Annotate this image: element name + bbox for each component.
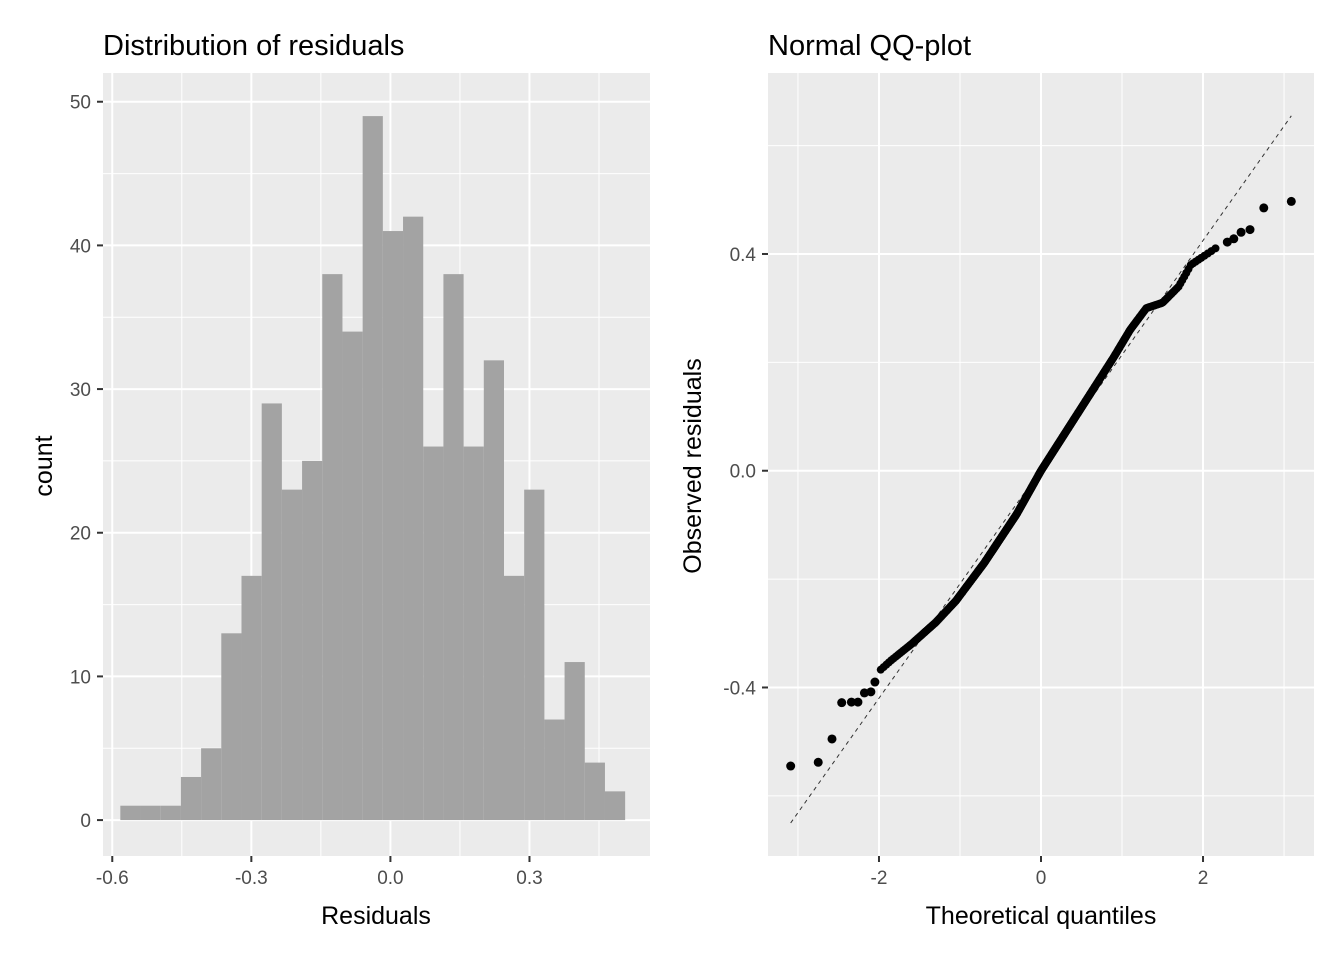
histogram-bar [362, 116, 383, 821]
qq-point [1236, 227, 1246, 237]
qq-point [1286, 196, 1296, 206]
histogram-bar [261, 403, 282, 821]
histogram-bar [342, 331, 363, 821]
qq-plot-grid [768, 73, 1314, 856]
histogram-bar [382, 231, 404, 821]
histogram-bar [443, 274, 464, 821]
histogram-bar [302, 460, 323, 821]
qq-point [813, 757, 823, 767]
histogram-bar [160, 805, 181, 821]
y-tick-label: 10 [70, 667, 91, 688]
x-tick-label: 2 [1198, 868, 1209, 889]
y-tick-label: 0 [80, 811, 91, 832]
x-tick-label: -0.6 [96, 868, 129, 889]
qq-point [846, 697, 856, 707]
histogram-bar [544, 719, 565, 821]
histogram-title: Distribution of residuals [103, 30, 404, 62]
histogram-bar [564, 662, 585, 821]
histogram-bars [120, 116, 626, 821]
histogram-bar [201, 748, 222, 821]
histogram-x-axis-title: Residuals [321, 902, 431, 930]
x-tick-label: 0 [1036, 868, 1047, 889]
qq-plot-x-axis-title: Theoretical quantiles [926, 902, 1157, 930]
qq-point [870, 677, 880, 687]
histogram-bar [180, 776, 202, 821]
y-tick-label: 30 [70, 380, 91, 401]
y-tick-label: 0.4 [730, 245, 757, 266]
qq-plot-x-axis: -2 0 2 [871, 856, 1209, 889]
histogram-bar [221, 633, 242, 821]
histogram-y-axis: 0 10 20 30 40 50 [70, 93, 103, 832]
qq-point [786, 761, 796, 771]
qq-plot-chart: Normal QQ-plot -2 0 2 -0.4 0.0 0.4 Theoretic… [679, 30, 1314, 930]
histogram-bar [140, 805, 161, 821]
histogram-bar [524, 489, 545, 821]
y-tick-label: 20 [70, 524, 91, 545]
histogram-x-axis: -0.6 -0.3 0.0 0.3 [96, 856, 543, 889]
histogram-bar [463, 446, 484, 821]
x-tick-label: 0.0 [377, 868, 403, 889]
qq-point [827, 734, 837, 744]
qq-plot-y-axis-title: Observed residuals [679, 358, 707, 573]
histogram-bar [503, 575, 525, 821]
x-tick-label: -2 [871, 868, 888, 889]
y-tick-label: 40 [70, 236, 91, 257]
qq-point [853, 697, 863, 707]
histogram-bar [604, 791, 626, 821]
qq-point [1259, 203, 1269, 213]
histogram-bar [281, 489, 303, 821]
histogram-y-axis-title: count [30, 435, 58, 496]
qq-point [837, 698, 847, 708]
y-tick-label: 50 [70, 93, 91, 114]
qq-plot-y-axis: -0.4 0.0 0.4 [723, 245, 768, 699]
y-tick-label: 0.0 [730, 462, 756, 483]
histogram-bar [483, 360, 504, 821]
qq-point [1229, 234, 1239, 244]
qq-point [1211, 244, 1220, 253]
histogram-bar [241, 575, 262, 821]
qq-plot-title: Normal QQ-plot [768, 30, 971, 62]
y-tick-label: -0.4 [723, 678, 756, 699]
x-tick-label: -0.3 [235, 868, 268, 889]
qq-points [786, 196, 1296, 771]
histogram-bar [322, 274, 343, 821]
histogram-chart: Distribution of residuals -0.6 -0.3 0.0 0.3… [30, 30, 650, 930]
x-tick-label: 0.3 [516, 868, 542, 889]
histogram-bar [423, 446, 444, 821]
qq-point [866, 687, 876, 697]
histogram-bar [120, 805, 141, 821]
qq-point [1245, 225, 1255, 235]
histogram-bar [403, 216, 424, 821]
histogram-bar [584, 762, 605, 821]
